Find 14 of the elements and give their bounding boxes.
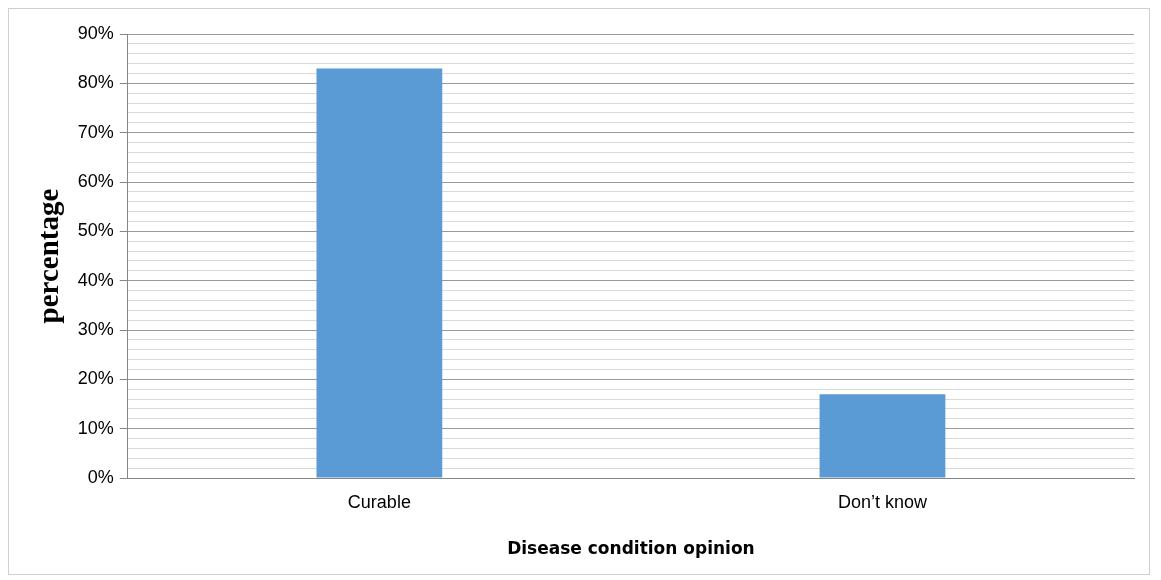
x-tick-label: Don’t know <box>837 491 928 512</box>
y-tick-label: 10% <box>77 417 114 438</box>
y-tick-label: 80% <box>77 72 114 93</box>
y-tick-label: 0% <box>87 466 114 487</box>
y-tick-label: 90% <box>77 22 114 43</box>
y-tick-label: 70% <box>77 121 114 142</box>
y-tick-label: 50% <box>77 220 114 241</box>
y-tick-label: 20% <box>77 368 114 389</box>
y-axis-title: percentage <box>31 188 64 324</box>
x-axis-title: Disease condition opinion <box>507 538 755 559</box>
y-tick-label: 40% <box>77 269 114 290</box>
y-tick-label: 30% <box>77 318 114 339</box>
x-tick-label: Curable <box>347 491 411 512</box>
y-tick-label: 60% <box>77 170 114 191</box>
